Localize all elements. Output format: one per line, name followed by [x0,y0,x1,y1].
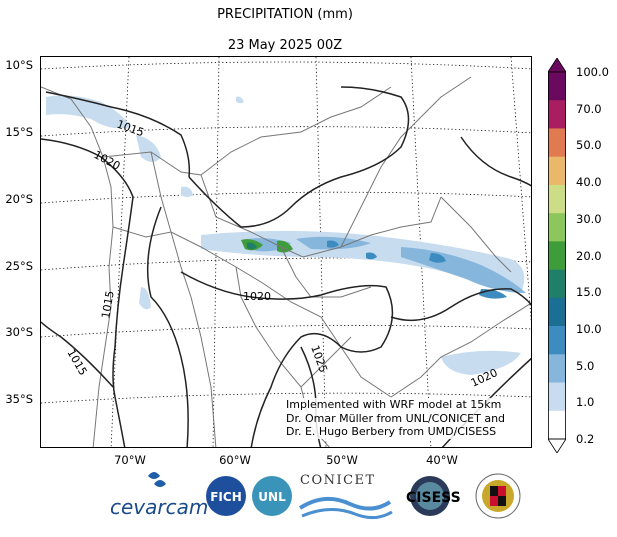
cevarcam-text: cevarcam [110,495,208,519]
lat-label-15s: 15°S [5,125,33,139]
umd-seal-logo [475,473,521,519]
isobar-label: 1015 [99,290,117,320]
cisess-logo: CISESS [406,476,461,516]
colorbar-cell [548,100,566,129]
colorbar-cell [548,410,566,440]
logo-strip: cevarcam FICH UNL CONICET CISESS [110,472,521,519]
map-subtitle: 23 May 2025 00Z [227,38,343,53]
isobar-label: 1020 [243,290,271,303]
map-canvas: 1015 1020 1015 1020 1015 1025 1020 [41,57,531,447]
colorbar-tick-label: 0.2 [576,432,595,446]
colorbar-cell [548,297,566,327]
lon-label-60w: 60°W [219,453,251,467]
colorbar [548,58,566,453]
unl-logo: UNL [252,476,292,516]
fich-logo: FICH [206,476,246,516]
cevarcam-logo: cevarcam [110,472,208,519]
colorbar-cell [548,269,566,299]
conicet-logo: CONICET [298,473,393,519]
colorbar-cell [548,382,566,412]
colorbar-extend-max [548,58,566,73]
colorbar-cell [548,213,566,242]
lon-label-70w: 70°W [114,453,146,467]
colorbar-frame [548,71,566,440]
colorbar-cell [548,72,566,101]
unl-text: UNL [258,490,286,504]
isobar-label: 1015 [64,347,89,378]
cisess-text: CISESS [406,490,461,506]
colorbar-tick-label: 100.0 [576,65,609,79]
colorbar-tick-label: 15.0 [576,285,602,300]
credit-line-1: Implemented with WRF model at 15km [286,398,502,411]
colorbar-extend-min [548,438,566,453]
lat-label-35s: 35°S [5,392,33,406]
credit-line-2: Dr. Omar Müller from UNL/CONICET and [286,411,506,425]
fich-text: FICH [210,490,242,504]
precipitation-field [46,95,526,375]
borders [41,76,531,447]
colorbar-cell [548,128,566,157]
isobar-label: 1015 [115,118,146,140]
lat-label-30s: 30°S [5,325,33,339]
credit-line-3: Dr. E. Hugo Berbery from UMD/CISESS [286,425,497,438]
colorbar-cell [548,184,566,214]
precipitation-map: 1015 1020 1015 1020 1015 1025 1020 [40,56,532,448]
colorbar-tick-label: 30.0 [576,211,602,226]
colorbar-cell [548,326,566,355]
conicet-text: CONICET [300,473,376,488]
map-title: PRECIPITATION (mm) [217,7,353,22]
colorbar-tick-label: 20.0 [576,248,602,263]
colorbar-tick-label: 70.0 [576,101,602,116]
isobar-label: 1020 [92,148,123,173]
colorbar-tick-label: 50.0 [576,138,602,153]
lon-label-50w: 50°W [326,453,358,467]
colorbar-tick-label: 40.0 [576,175,602,190]
lat-label-25s: 25°S [5,259,33,273]
lon-label-40w: 40°W [426,453,458,467]
isobar-label: 1025 [308,344,330,375]
colorbar-tick-label: 1.0 [576,395,595,410]
colorbar-cell [548,156,566,186]
colorbar-cell [548,354,566,383]
lat-label-20s: 20°S [5,192,33,206]
colorbar-cell [548,241,566,270]
lat-label-10s: 10°S [5,58,33,72]
colorbar-tick-label: 5.0 [576,358,595,373]
colorbar-tick-label: 10.0 [576,321,602,336]
model-credit: Implemented with WRF model at 15km Dr. O… [286,398,506,439]
